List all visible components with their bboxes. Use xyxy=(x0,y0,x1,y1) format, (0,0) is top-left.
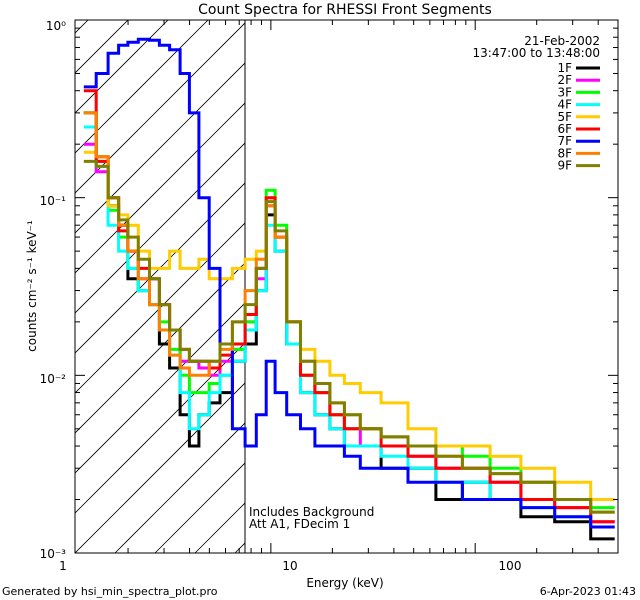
legend-label-4F: 4F xyxy=(557,98,572,112)
hatch-line xyxy=(75,62,245,234)
legend-label-3F: 3F xyxy=(557,85,572,99)
time-range-label: 13:47:00 to 13:48:00 xyxy=(473,46,600,60)
hatch-line xyxy=(75,222,245,394)
hatch-line xyxy=(355,13,640,553)
x-tick-label-10: 10 xyxy=(282,559,297,573)
hatch-line xyxy=(75,22,245,194)
series-9F xyxy=(83,159,615,514)
attenuator-note: Att A1, FDecim 1 xyxy=(249,517,350,531)
hatch-line xyxy=(114,422,245,553)
legend-label-9F: 9F xyxy=(557,159,572,173)
hatch-line xyxy=(75,382,245,553)
legend-label-8F: 8F xyxy=(557,146,572,160)
generator-footer: Generated by hsi_min_spectra_plot.pro xyxy=(2,585,218,598)
date-label: 21-Feb-2002 xyxy=(524,34,600,48)
y-tick-label-1: 10⁰ xyxy=(46,19,66,33)
legend-label-6F: 6F xyxy=(557,122,572,136)
y-tick-label-0.001: 10⁻³ xyxy=(40,547,67,561)
hatch-line xyxy=(275,13,640,553)
hatch-line xyxy=(75,102,245,274)
x-tick-label-1: 1 xyxy=(59,559,67,573)
timestamp-footer: 6-Apr-2023 01:43 xyxy=(540,585,636,598)
legend-label-1F: 1F xyxy=(557,61,572,75)
hatch-line xyxy=(75,342,245,514)
hatch-line xyxy=(75,182,245,354)
x-axis-ticks xyxy=(127,20,619,553)
excluded-energy-hatch xyxy=(0,13,640,553)
series-1F xyxy=(83,111,615,541)
x-tick-label-100: 100 xyxy=(499,559,522,573)
plot-frame xyxy=(74,19,619,554)
series-7F xyxy=(83,37,615,529)
hatch-line xyxy=(315,13,640,553)
hatch-line xyxy=(75,302,245,474)
x-axis-label: Energy (keV) xyxy=(306,576,383,590)
hatch-line xyxy=(75,20,209,154)
series-8F xyxy=(83,111,615,514)
background-note: Includes Background xyxy=(249,505,374,519)
hatch-line xyxy=(234,542,245,553)
legend-label-2F: 2F xyxy=(557,73,572,87)
hatch-line xyxy=(75,262,245,434)
series-layer xyxy=(83,37,615,541)
legend-label-5F: 5F xyxy=(557,110,572,124)
hatch-line xyxy=(194,502,245,553)
legend-label-7F: 7F xyxy=(557,134,572,148)
y-axis-label: counts cm⁻² s⁻¹ keV⁻¹ xyxy=(25,220,39,352)
chart-title: Count Spectra for RHESSI Front Segments xyxy=(198,2,492,18)
hatch-line xyxy=(75,20,129,74)
hatch-line xyxy=(75,20,89,34)
hatch-line xyxy=(0,13,15,553)
y-tick-label-0.1: 10⁻¹ xyxy=(40,194,67,208)
hatch-line xyxy=(75,142,245,314)
hatch-line xyxy=(75,20,169,114)
y-axis-ticks xyxy=(75,19,618,554)
series-3F xyxy=(83,111,615,510)
y-tick-label-0.01: 10⁻² xyxy=(40,372,67,386)
